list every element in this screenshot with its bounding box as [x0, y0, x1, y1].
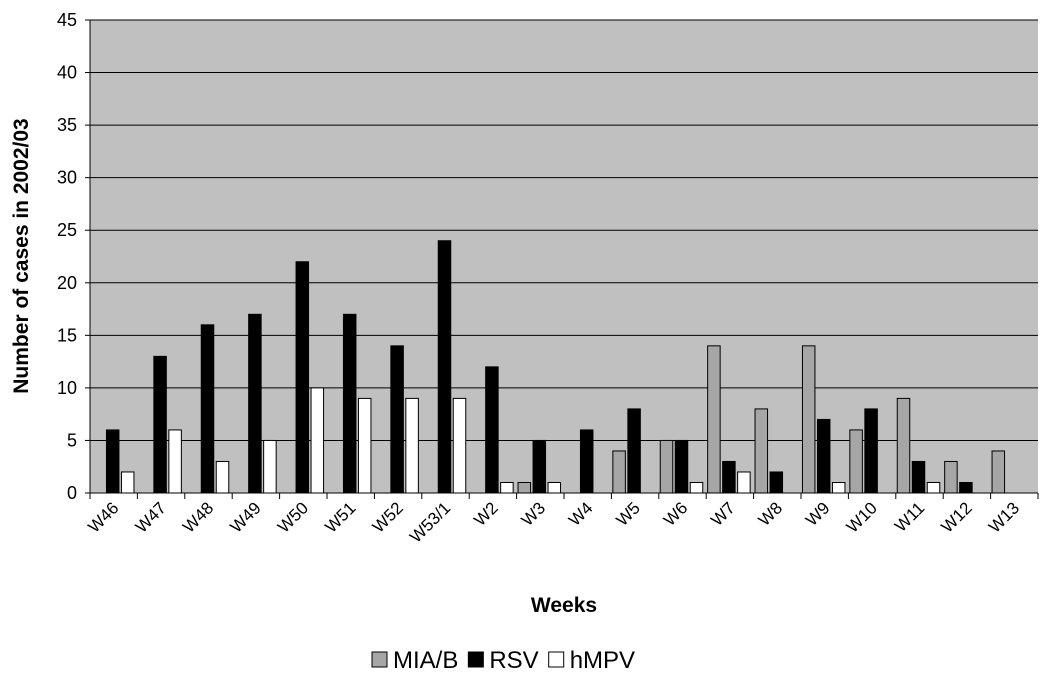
bar-rsv: [200, 324, 215, 494]
bar-rsv: [864, 408, 878, 494]
bar-hmpv: [452, 397, 467, 494]
bar-rsv: [437, 240, 452, 494]
bar-rsv: [674, 439, 689, 494]
x-tick-label: W53/1: [406, 498, 454, 546]
y-tick-label: 35: [57, 115, 77, 135]
bar-rsv: [342, 313, 357, 494]
x-tick-label: W12: [938, 498, 976, 536]
legend-swatch: [371, 651, 388, 668]
y-tick-label: 15: [57, 325, 77, 345]
bar-hmpv: [500, 481, 514, 494]
gridlines: [90, 19, 1038, 441]
y-ticks: 0 5 10 15 20 25 30 35 40 45: [57, 10, 90, 503]
bar-rsv: [911, 460, 926, 494]
x-tick-label: W5: [612, 498, 643, 529]
bar-mia-b: [754, 408, 769, 494]
legend-label: MIA/B: [393, 647, 458, 674]
bar-rsv: [153, 355, 167, 494]
x-tick-label: W4: [565, 498, 596, 529]
bar-mia-b: [801, 345, 816, 494]
bar-mia-b: [991, 450, 1006, 494]
bar-hmpv: [357, 397, 372, 494]
y-tick-label: 30: [57, 168, 77, 188]
x-tick-label: W11: [891, 498, 928, 535]
bar-rsv: [959, 481, 973, 494]
bar-hmpv: [689, 481, 704, 494]
bar-rsv: [627, 408, 641, 494]
x-tick-label: W50: [274, 498, 312, 536]
y-tick-label: 25: [57, 220, 77, 240]
bar-hmpv: [831, 481, 846, 494]
x-tick-label: W48: [179, 498, 217, 536]
x-tick-label: W13: [985, 498, 1023, 536]
bar-rsv: [722, 460, 736, 494]
bar-hmpv: [547, 481, 562, 494]
x-axis-title: Weeks: [531, 594, 597, 617]
y-tick-label: 20: [57, 273, 77, 293]
bar-rsv: [816, 418, 831, 494]
bar-mia-b: [896, 397, 911, 494]
bar-hmpv: [405, 397, 419, 494]
legend-label: hMPV: [570, 647, 635, 674]
bar-rsv: [769, 471, 784, 494]
bar-mia-b: [707, 345, 721, 494]
bar-rsv: [532, 439, 547, 494]
bar-mia-b: [612, 450, 626, 494]
bar-rsv: [390, 345, 404, 494]
x-tick-label: W51: [321, 498, 359, 536]
x-tick-label: W49: [227, 498, 265, 536]
y-tick-label: 0: [67, 483, 77, 503]
y-tick-label: 10: [57, 378, 77, 398]
x-tick-label: W3: [518, 498, 549, 529]
y-axis-title: Number of cases in 2002/03: [10, 118, 33, 393]
legend: MIA/B RSV hMPV: [371, 647, 635, 674]
x-tick-label: W10: [843, 498, 881, 536]
x-tick-label: W7: [707, 498, 738, 529]
x-tick-label: W47: [132, 498, 170, 536]
legend-swatch: [467, 651, 484, 668]
bar-rsv: [485, 366, 499, 494]
bar-hmpv: [737, 471, 751, 494]
x-tick-label: W6: [660, 498, 691, 529]
bars: [105, 240, 1006, 494]
x-tick-label: W8: [755, 498, 786, 529]
bar-hmpv: [120, 471, 135, 494]
y-tick-label: 40: [57, 63, 77, 83]
plot-area: [90, 20, 1038, 493]
bar-hmpv: [263, 439, 277, 494]
bar-rsv: [295, 261, 310, 494]
bar-mia-b: [517, 481, 532, 494]
x-ticks: W46 W47 W48 W49 W50 W51 W52 W53/1 W2 W3 W4 W5 W6 W7 W8…: [84, 493, 1039, 547]
bar-hmpv: [926, 481, 941, 494]
bar-hmpv: [168, 429, 182, 494]
bar-hmpv: [215, 460, 230, 494]
bar-rsv: [579, 429, 594, 494]
legend-swatch: [548, 651, 565, 668]
x-tick-label: W2: [470, 498, 501, 529]
bar-mia-b: [944, 460, 958, 494]
y-tick-label: 5: [67, 430, 77, 450]
x-tick-label: W46: [84, 498, 122, 536]
legend-label: RSV: [489, 647, 538, 674]
bar-rsv: [248, 313, 262, 494]
y-tick-label: 45: [57, 10, 77, 30]
bar-mia-b: [849, 429, 863, 494]
x-tick-label: W9: [802, 498, 833, 529]
bar-rsv: [105, 429, 120, 494]
bar-hmpv: [310, 387, 325, 494]
bar-mia-b: [659, 439, 674, 494]
x-tick-label: W52: [369, 498, 407, 536]
